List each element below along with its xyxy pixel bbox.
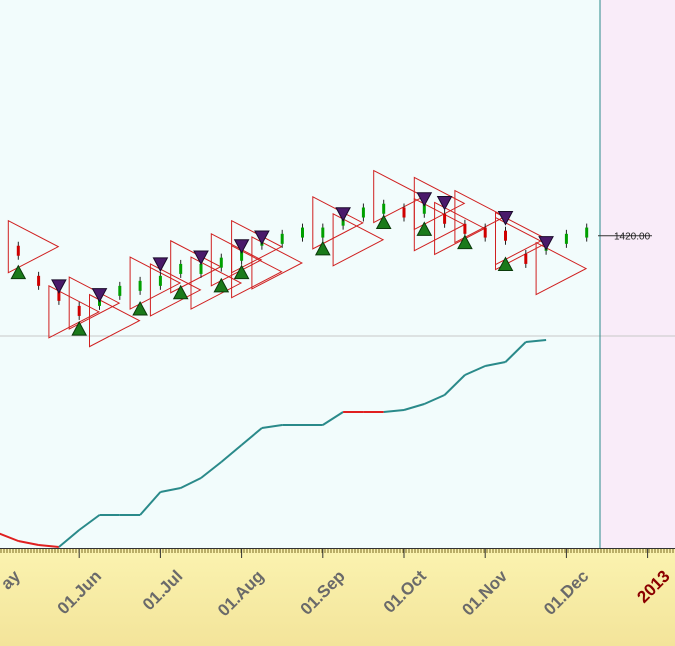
candle [422, 203, 426, 214]
sell-signal [538, 236, 554, 251]
candle [138, 280, 142, 291]
pattern-triangle [535, 241, 588, 296]
pattern-triangle [231, 244, 283, 299]
sell-signal [497, 211, 514, 226]
indicator-segment [38, 544, 59, 548]
indicator-segment [525, 339, 547, 343]
sell-signal [416, 192, 433, 207]
pattern-triangle [332, 212, 385, 267]
candle [199, 263, 203, 274]
buy-signal [375, 214, 392, 230]
candle [483, 227, 487, 238]
pattern-triangle [48, 285, 100, 339]
buy-signal [213, 277, 230, 293]
candle [118, 285, 122, 296]
buy-signal [457, 234, 473, 250]
candle [37, 275, 41, 286]
buy-signal [71, 321, 88, 336]
x-axis-background [0, 548, 675, 646]
candle [321, 227, 325, 238]
pattern-triangle [251, 236, 303, 290]
candle [240, 250, 244, 261]
pattern-triangle [89, 293, 141, 348]
indicator-segment [464, 365, 486, 376]
indicator-segment [200, 461, 222, 479]
candle [504, 230, 507, 241]
buy-signal [10, 264, 27, 280]
candle [443, 213, 447, 224]
pattern-triangle [434, 201, 486, 256]
plot-background [0, 0, 675, 548]
indicator-segment [18, 540, 39, 546]
candle [57, 290, 61, 301]
pattern-triangle [495, 216, 547, 271]
candle [382, 203, 386, 214]
indicator-segment [261, 424, 283, 429]
candle [361, 207, 365, 218]
candle [564, 233, 568, 244]
indicator-segment [180, 477, 202, 489]
candle [158, 275, 162, 286]
indicator-segment [322, 411, 344, 426]
sell-signal [51, 279, 67, 294]
indicator-segment [58, 529, 80, 548]
indicator-segment [160, 487, 181, 493]
pattern-triangle [149, 263, 202, 317]
pattern-triangle [373, 169, 425, 224]
indicator-segment [383, 409, 405, 413]
sell-signal [152, 257, 169, 272]
buy-signal [497, 256, 514, 272]
pattern-triangle [413, 197, 466, 252]
buy-signal [416, 221, 433, 236]
indicator-segment [485, 361, 506, 367]
sell-signal [91, 288, 108, 303]
pattern-triangle [7, 219, 60, 274]
buy-signal [233, 264, 250, 280]
candle [585, 227, 589, 238]
candle [179, 263, 183, 274]
pattern-triangle [454, 189, 506, 244]
candle [219, 257, 223, 268]
pattern-triangle [210, 233, 263, 287]
candle [280, 233, 284, 244]
buy-signal [314, 240, 331, 256]
sell-signal [335, 207, 351, 222]
pattern-triangle [129, 256, 182, 310]
candle [77, 305, 81, 316]
pattern-triangle [190, 256, 243, 310]
sell-signal [193, 250, 209, 266]
candle [524, 253, 528, 264]
sell-signal [233, 239, 250, 254]
candle [16, 245, 20, 256]
buy-signal [172, 284, 189, 300]
indicator-segment [504, 341, 527, 363]
candle [301, 227, 304, 238]
candle [463, 223, 467, 234]
candle [402, 207, 406, 218]
indicator-segment [423, 394, 446, 405]
indicator-segment [403, 403, 425, 411]
last-price-label: 1420.00 [614, 231, 651, 242]
future-area [600, 0, 675, 548]
sell-signal [254, 230, 270, 246]
indicator-segment [139, 491, 162, 516]
indicator-segment [0, 532, 19, 542]
indicator-segment [78, 514, 101, 531]
indicator-segment [443, 374, 466, 396]
indicator-segment [220, 444, 243, 463]
indicator-segment [240, 427, 263, 446]
buy-signal [132, 300, 148, 316]
sell-signal [436, 195, 453, 211]
